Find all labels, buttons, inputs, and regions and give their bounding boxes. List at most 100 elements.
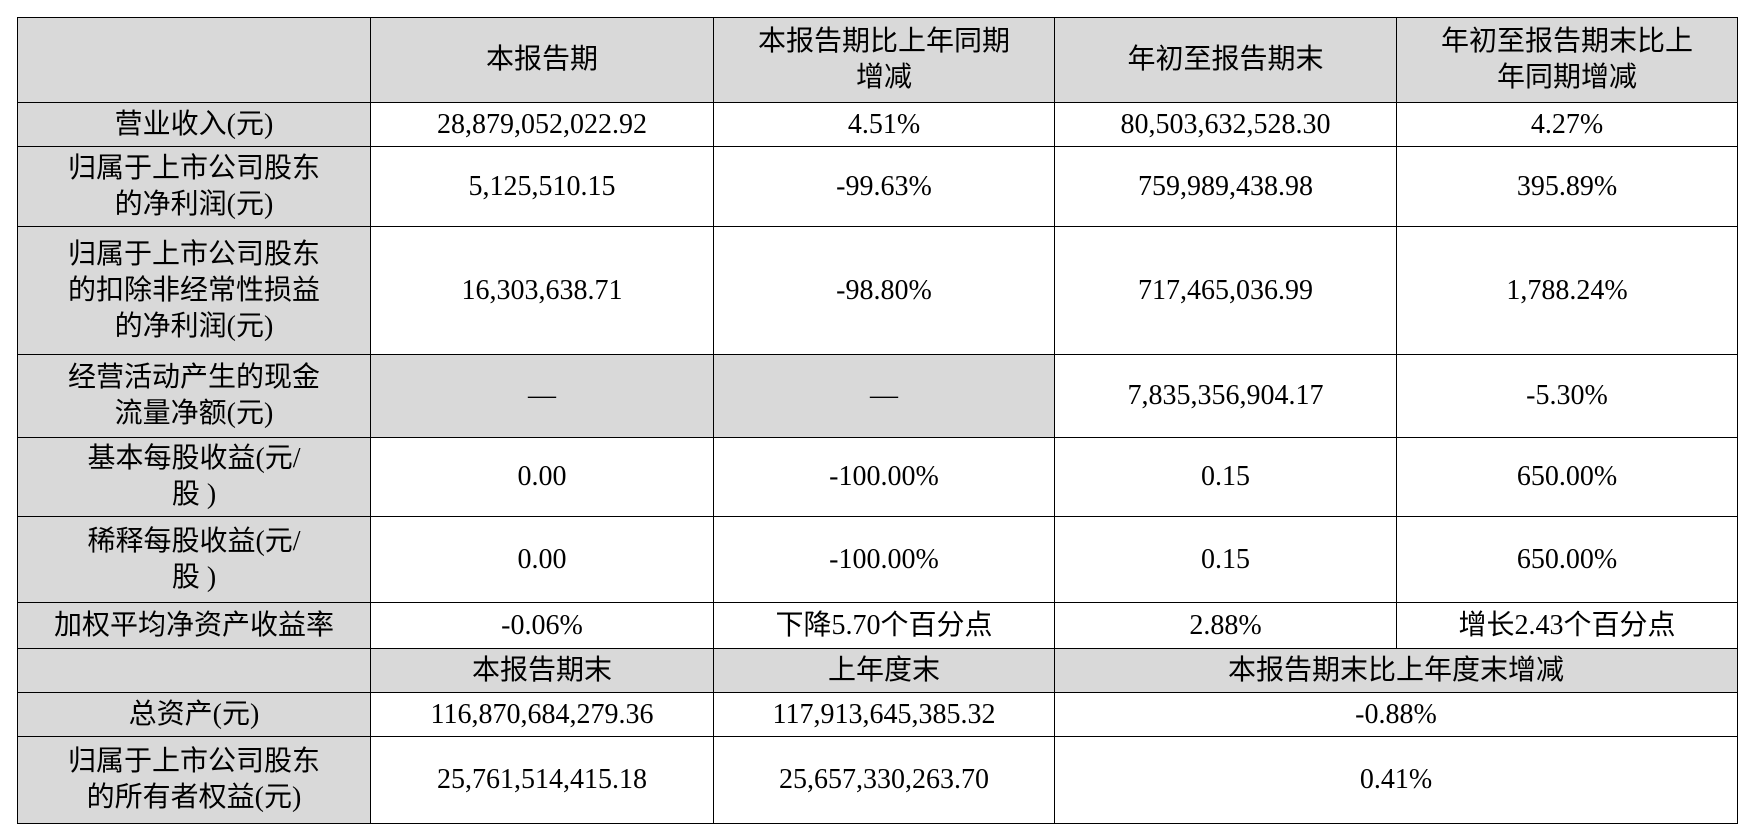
data-cell: 117,913,645,385.32 [713, 692, 1055, 737]
data-cell: 650.00% [1396, 516, 1738, 603]
cell-text: 25,761,514,415.18 [437, 764, 647, 795]
cell-text: 650.00% [1516, 543, 1618, 575]
cell-text: 本报告期末比上年度末增减 [1227, 654, 1564, 686]
cell-text: 基本每股收益(元/ [87, 443, 301, 474]
data-cell: -0.06% [370, 602, 714, 649]
cell-text: 4.51% [847, 108, 921, 140]
data-cell: 下降5.70个百分点 [713, 602, 1055, 649]
cell-text: -100.00% [829, 543, 939, 575]
cell-text: -5.30% [1526, 380, 1608, 411]
cell-text: 的净利润(元) [114, 310, 274, 342]
cell-text: 的所有者权益(元) [86, 782, 302, 813]
data-row: 经营活动产生的现金 流量净额(元) — — 7,835,356,904.17 -5.30% [17, 354, 1738, 438]
data-cell: 717,465,036.99 [1054, 226, 1397, 355]
cell-text: 80,503,632,528.30 [1120, 108, 1331, 140]
row-label: 经营活动产生的现金 流量净额(元) [17, 354, 371, 438]
cell-text: 经营活动产生的现金 [67, 362, 320, 393]
data-cell: 0.00 [370, 437, 714, 517]
cell-text: -98.80% [836, 274, 932, 306]
row-label: 归属于上市公司股东 的净利润(元) [17, 146, 371, 227]
data-cell: — [713, 354, 1055, 438]
data-row: 稀释每股收益(元/股 ) 0.00 -100.00% 0.15 650.00% [17, 516, 1738, 603]
data-row: 营业收入(元) 28,879,052,022.92 4.51% 80,503,632,… [17, 102, 1738, 147]
cell-text: 0.15 [1201, 543, 1250, 575]
cell-text: 归属于上市公司股东 [67, 152, 320, 184]
subheader-cell: 上年度末 [713, 648, 1055, 693]
cell-text: 2.88% [1189, 609, 1262, 641]
row-label: 稀释每股收益(元/股 ) [17, 516, 371, 603]
cell-text: 归属于上市公司股东 [67, 238, 320, 270]
data-cell: — [370, 354, 714, 438]
cell-text: 1,788.24% [1506, 274, 1628, 306]
cell-text: — [870, 380, 898, 411]
data-cell: 759,989,438.98 [1054, 146, 1397, 227]
header-cell: 本报告期 [370, 17, 714, 103]
corner-cell [17, 17, 371, 103]
data-cell: 1,788.24% [1396, 226, 1738, 355]
cell-text: 4.27% [1530, 108, 1604, 140]
header-cell: 年初至报告期末 [1054, 17, 1397, 103]
subheader-cell: 本报告期末 [370, 648, 714, 693]
header-cell: 年初至报告期末比上 年同期增减 [1396, 17, 1738, 103]
cell-text: 0.00 [517, 461, 567, 492]
cell-text: 年同期增减 [1496, 62, 1637, 93]
row-label: 基本每股收益(元/股 ) [17, 437, 371, 517]
cell-text: 16,303,638.71 [461, 274, 623, 306]
cell-text: 0.00 [517, 543, 567, 575]
data-cell: 0.00 [370, 516, 714, 603]
data-cell: 5,125,510.15 [370, 146, 714, 227]
cell-text: 5,125,510.15 [468, 170, 616, 202]
data-cell: 0.41% [1054, 736, 1738, 824]
cell-text: 本报告期末 [471, 654, 612, 686]
cell-text: 加权平均净资产收益率 [53, 609, 334, 641]
data-cell: 4.51% [713, 102, 1055, 147]
cell-text: 717,465,036.99 [1138, 274, 1313, 306]
cell-text: 流量净额(元) [114, 398, 274, 429]
data-cell: 25,761,514,415.18 [370, 736, 714, 824]
data-cell: 0.15 [1054, 516, 1397, 603]
row-label: 总资产(元) [17, 692, 371, 737]
corner-cell [17, 648, 371, 693]
header-cell: 本报告期比上年同期 增减 [713, 17, 1055, 103]
header-row: 本报告期 本报告期比上年同期 增减 年初至报告期末 年初至报告期末比上 年同期增减 [17, 17, 1738, 103]
cell-text: 116,870,684,279.36 [430, 698, 654, 730]
cell-text: 年初至报告期末比上 [1440, 26, 1693, 57]
row-label: 归属于上市公司股东 的扣除非经常性损益 的净利润(元) [17, 226, 371, 355]
cell-text: 下降5.70个百分点 [775, 609, 993, 641]
cell-text: 117,913,645,385.32 [772, 698, 996, 730]
cell-text: 增减 [855, 62, 912, 93]
cell-text: -99.63% [836, 170, 932, 202]
data-row: 归属于上市公司股东 的所有者权益(元) 25,761,514,415.18 25,65… [17, 736, 1738, 824]
data-cell: 0.15 [1054, 437, 1397, 517]
cell-text: 总资产(元) [128, 698, 260, 730]
data-cell: -99.63% [713, 146, 1055, 227]
row-label: 营业收入(元) [17, 102, 371, 147]
subheader-cell: 本报告期末比上年度末增减 [1054, 648, 1738, 693]
data-row: 总资产(元) 116,870,684,279.36 117,913,645,385.… [17, 692, 1738, 737]
data-cell: 116,870,684,279.36 [370, 692, 714, 737]
cell-text: 的扣除非经常性损益 [67, 274, 320, 306]
cell-text: — [528, 380, 556, 411]
row-label: 加权平均净资产收益率 [17, 602, 371, 649]
cell-text: 759,989,438.98 [1138, 170, 1313, 202]
cell-text: 650.00% [1516, 461, 1618, 492]
cell-text: 归属于上市公司股东 [67, 746, 320, 777]
cell-text: 股 ) [171, 479, 217, 510]
cell-text: 上年度末 [827, 654, 940, 686]
data-cell: 2.88% [1054, 602, 1397, 649]
cell-text: 稀释每股收益(元/ [87, 525, 301, 557]
cell-text: -0.06% [501, 609, 583, 641]
data-row: 归属于上市公司股东 的净利润(元) 5,125,510.15 -99.63% 759,9… [17, 146, 1738, 227]
data-row: 基本每股收益(元/股 ) 0.00 -100.00% 0.15 650.00% [17, 437, 1738, 517]
cell-text: 25,657,330,263.70 [779, 764, 989, 795]
data-row: 加权平均净资产收益率 -0.06% 下降5.70个百分点 2.88% 增长2.43个百分… [17, 602, 1738, 649]
data-cell: 28,879,052,022.92 [370, 102, 714, 147]
cell-text: 股 ) [171, 561, 217, 593]
row-label: 归属于上市公司股东 的所有者权益(元) [17, 736, 371, 824]
financial-table: 本报告期 本报告期比上年同期 增减 年初至报告期末 年初至报告期末比上 年同期增减 营业收入… [17, 17, 1738, 824]
cell-text: 395.89% [1516, 170, 1618, 202]
data-cell: 25,657,330,263.70 [713, 736, 1055, 824]
cell-text: 28,879,052,022.92 [437, 108, 647, 140]
